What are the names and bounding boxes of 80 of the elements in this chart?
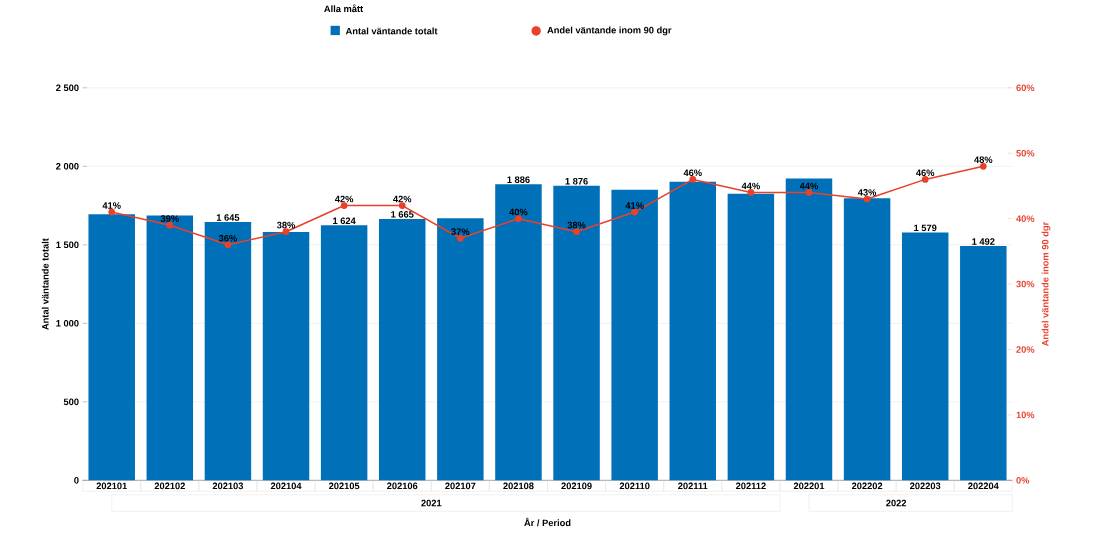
point [456, 235, 464, 242]
data-label: 41% [102, 202, 121, 209]
y-tick-label: 2 500 [56, 84, 79, 92]
bar [901, 232, 949, 481]
data-label: 1 665 [391, 211, 414, 218]
data-label: 1 492 [972, 238, 995, 245]
data-label: 37% [451, 228, 470, 236]
x-tick-label: 202104 [270, 482, 302, 490]
y2-tick-label: 30% [1016, 280, 1035, 288]
y2-tick-label: 20% [1016, 346, 1035, 353]
y-tick-label: 500 [63, 398, 79, 406]
bar [320, 225, 368, 481]
x-tick-label: 202103 [212, 482, 244, 490]
x-axis-title: År / Period [524, 517, 571, 527]
y-tick-label: 1 500 [56, 241, 79, 249]
x-tick-label: 202101 [96, 482, 127, 490]
bar [843, 198, 891, 481]
y2-tick-label: 60% [1016, 84, 1035, 92]
y-tick-label: 0 [74, 477, 79, 484]
bar [88, 214, 135, 481]
bar [262, 232, 310, 481]
x-tick-label: 202203 [910, 482, 941, 490]
data-label: 38% [567, 221, 586, 229]
legend-label: Andel väntande inom 90 dgr [547, 26, 672, 36]
bar [960, 246, 1007, 481]
data-label: 42% [334, 195, 354, 203]
data-label: 1 645 [216, 214, 240, 221]
x-tick-label: 202110 [619, 482, 650, 490]
x-tick-label: 202201 [793, 482, 825, 490]
bar [495, 184, 542, 481]
x-tick-label: 202108 [503, 482, 534, 490]
x-tick-label: 202109 [561, 482, 592, 490]
bar [379, 219, 426, 481]
x-tick-label: 202107 [445, 482, 476, 490]
bar [727, 193, 775, 481]
data-label: 39% [160, 215, 179, 222]
bar [146, 215, 194, 481]
bar [204, 222, 252, 481]
text: 2021 [421, 499, 442, 507]
data-label: 44% [741, 182, 760, 190]
x-tick-label: 202204 [968, 482, 999, 490]
data-label: 43% [857, 189, 877, 196]
x-tick-label: 202102 [154, 482, 185, 490]
bar [669, 181, 717, 481]
data-label: 44% [799, 182, 819, 190]
x-tick-label: 202105 [328, 482, 360, 490]
y-tick-label: 2 000 [56, 163, 79, 170]
data-label: 38% [276, 221, 296, 229]
data-label: 41% [625, 202, 644, 209]
data-label: 40% [509, 208, 528, 216]
y2-tick-label: 10% [1016, 411, 1035, 419]
y-axis-title: Antal väntande totalt [41, 238, 49, 330]
text: 2022 [886, 499, 907, 507]
legend-title: Alla mått [324, 4, 364, 13]
data-label: 1 876 [565, 178, 588, 185]
data-label: 36% [218, 235, 237, 242]
y2-tick-label: 40% [1016, 215, 1035, 223]
data-label: 1 624 [333, 217, 356, 225]
data-label: 46% [683, 169, 702, 177]
y2-tick-label: 50% [1016, 150, 1035, 157]
bar [785, 178, 833, 481]
point [921, 176, 929, 183]
y2-axis-title: Andel väntande inom 90 dgr [1041, 222, 1051, 347]
point [689, 176, 697, 183]
data-label: 48% [974, 156, 993, 164]
x-tick-label: 202112 [735, 482, 766, 490]
legend-label: Antal väntande totalt [345, 27, 438, 35]
bar [437, 218, 484, 481]
x-tick-label: 202202 [851, 482, 883, 490]
point [979, 163, 987, 170]
y2-tick-label: 0% [1016, 477, 1030, 484]
x-tick-label: 202106 [387, 482, 418, 490]
data-label: 1 579 [914, 224, 937, 232]
bar [553, 185, 600, 481]
data-label: 1 886 [507, 176, 530, 184]
y-tick-label: 1 000 [56, 320, 79, 327]
data-label: 42% [393, 195, 412, 203]
x-tick-label: 202111 [678, 482, 708, 490]
data-label: 46% [916, 169, 935, 177]
bar [611, 189, 658, 481]
